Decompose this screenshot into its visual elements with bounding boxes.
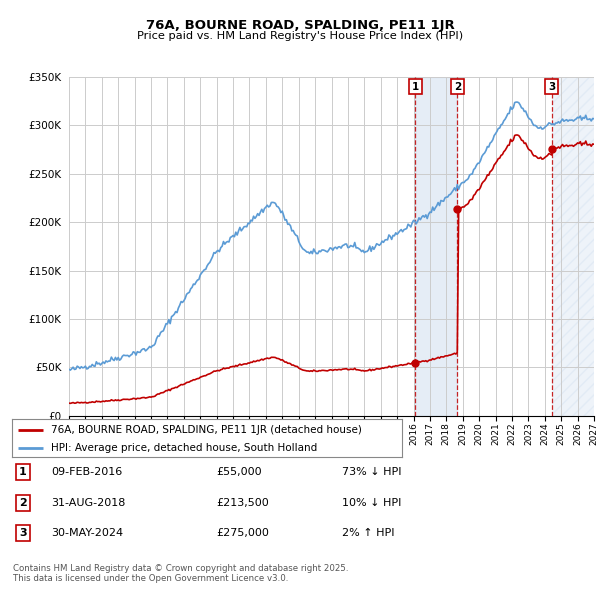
Text: 2% ↑ HPI: 2% ↑ HPI — [342, 529, 395, 538]
Text: 1: 1 — [412, 82, 419, 92]
Text: £275,000: £275,000 — [216, 529, 269, 538]
Bar — [551, 77, 594, 416]
Text: 30-MAY-2024: 30-MAY-2024 — [51, 529, 123, 538]
Text: Price paid vs. HM Land Registry's House Price Index (HPI): Price paid vs. HM Land Registry's House … — [137, 31, 463, 41]
Text: 3: 3 — [19, 529, 26, 538]
Text: 73% ↓ HPI: 73% ↓ HPI — [342, 467, 401, 477]
Bar — [415, 77, 457, 416]
Text: 76A, BOURNE ROAD, SPALDING, PE11 1JR: 76A, BOURNE ROAD, SPALDING, PE11 1JR — [146, 19, 454, 32]
Text: HPI: Average price, detached house, South Holland: HPI: Average price, detached house, Sout… — [51, 442, 317, 453]
Text: 09-FEB-2016: 09-FEB-2016 — [51, 467, 122, 477]
Text: 2: 2 — [454, 82, 461, 92]
Text: 76A, BOURNE ROAD, SPALDING, PE11 1JR (detached house): 76A, BOURNE ROAD, SPALDING, PE11 1JR (de… — [51, 425, 362, 435]
Text: Contains HM Land Registry data © Crown copyright and database right 2025.
This d: Contains HM Land Registry data © Crown c… — [13, 563, 349, 583]
Text: 2: 2 — [19, 498, 26, 507]
Text: 31-AUG-2018: 31-AUG-2018 — [51, 498, 125, 507]
Text: £55,000: £55,000 — [216, 467, 262, 477]
Text: 3: 3 — [548, 82, 555, 92]
Text: £213,500: £213,500 — [216, 498, 269, 507]
Text: 1: 1 — [19, 467, 26, 477]
Text: 10% ↓ HPI: 10% ↓ HPI — [342, 498, 401, 507]
